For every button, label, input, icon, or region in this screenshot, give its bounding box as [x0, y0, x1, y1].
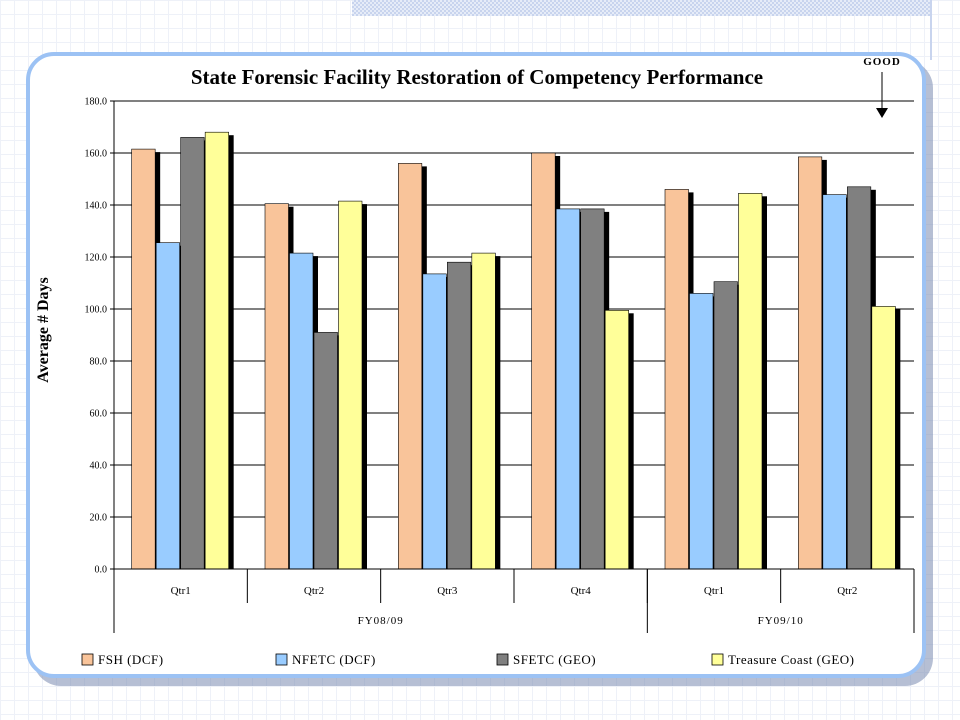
bar [822, 194, 847, 570]
legend-label: NFETC (DCF) [292, 652, 376, 667]
legend-swatch [496, 653, 509, 666]
bar [555, 208, 580, 570]
bar [289, 252, 314, 570]
bar [871, 306, 896, 570]
good-arrow-head [876, 108, 888, 118]
bar [338, 200, 363, 570]
decorative-corner-line [930, 0, 932, 60]
legend-label: SFETC (GEO) [513, 652, 596, 667]
bar [131, 148, 156, 570]
bar [798, 156, 823, 570]
bar [738, 193, 763, 570]
category-label: Qtr4 [571, 585, 592, 597]
legend-label: Treasure Coast (GEO) [728, 652, 855, 667]
bar [264, 203, 289, 570]
good-annotation: GOOD [863, 56, 901, 68]
bar [580, 208, 605, 570]
decorative-corner-bar [352, 0, 932, 16]
bar [447, 261, 472, 570]
y-axis-label: Average # Days [35, 277, 52, 382]
y-tick-label: 20.0 [90, 513, 108, 524]
legend-swatch [711, 653, 724, 666]
group-label: FY08/09 [358, 615, 404, 627]
bar [689, 293, 714, 570]
y-tick-label: 100.0 [85, 305, 108, 316]
legend-label: FSH (DCF) [98, 652, 164, 667]
category-label: Qtr1 [171, 585, 191, 597]
y-tick-label: 40.0 [90, 461, 108, 472]
bar [180, 137, 205, 570]
bar [531, 152, 556, 570]
bar [664, 189, 689, 570]
bar [204, 131, 229, 570]
bar [398, 163, 423, 570]
bar [313, 332, 338, 570]
chart-title: State Forensic Facility Restoration of C… [191, 65, 763, 89]
bar [604, 309, 629, 570]
y-tick-label: 180.0 [85, 97, 108, 108]
y-tick-label: 120.0 [85, 253, 108, 264]
legend-swatch [275, 653, 288, 666]
y-tick-label: 160.0 [85, 149, 108, 160]
bar [422, 273, 447, 570]
group-label: FY09/10 [758, 615, 804, 627]
bar [713, 281, 738, 570]
category-label: Qtr2 [837, 585, 857, 597]
legend-swatch [81, 653, 94, 666]
bar [471, 252, 496, 570]
bar [847, 186, 872, 570]
y-tick-label: 80.0 [90, 357, 108, 368]
y-tick-label: 60.0 [90, 409, 108, 420]
y-tick-label: 140.0 [85, 201, 108, 212]
category-label: Qtr3 [437, 585, 458, 597]
y-tick-label: 0.0 [95, 565, 108, 576]
category-label: Qtr1 [704, 585, 724, 597]
category-label: Qtr2 [304, 585, 324, 597]
bar [155, 242, 180, 570]
